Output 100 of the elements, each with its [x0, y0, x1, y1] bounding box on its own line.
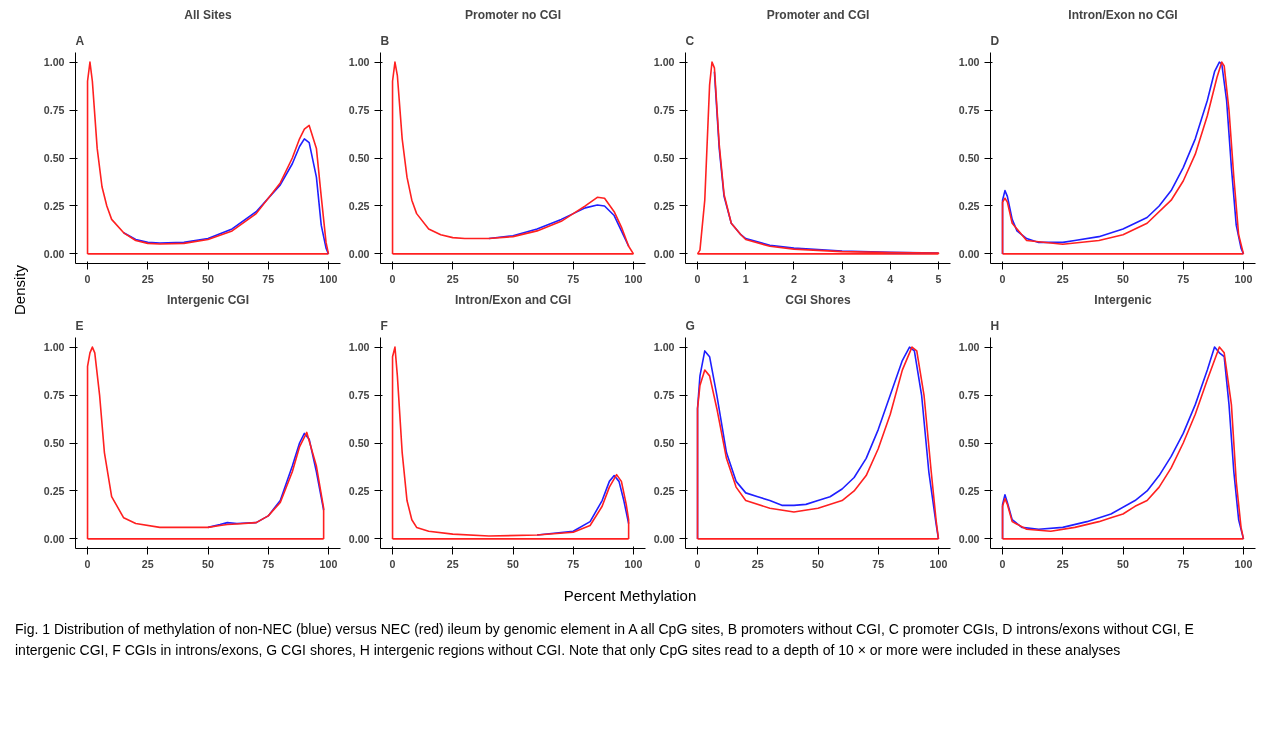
- chart-title: All Sites: [184, 7, 232, 22]
- chart-title: Promoter no CGI: [465, 7, 562, 22]
- x-tick-label: 0: [84, 272, 91, 285]
- x-tick-label: 0: [389, 272, 396, 285]
- x-tick-label: 0: [999, 272, 1006, 285]
- x-tick-label: 0: [694, 272, 701, 285]
- y-tick-label: 0.75: [348, 389, 370, 402]
- y-tick-label: 0.75: [653, 389, 675, 402]
- y-tick-label: 0.00: [653, 247, 675, 260]
- x-tick-label: 100: [1234, 557, 1253, 570]
- x-tick-label: 25: [751, 557, 764, 570]
- x-tick-label: 25: [141, 272, 154, 285]
- y-tick-label: 0.25: [653, 484, 675, 497]
- y-tick-label: 1.00: [653, 56, 675, 69]
- x-tick-label: 100: [624, 557, 643, 570]
- x-tick-label: 25: [446, 557, 459, 570]
- y-tick-label: 0.00: [958, 247, 980, 260]
- y-tick-label: 0.75: [958, 389, 980, 402]
- y-tick-label: 0.00: [348, 532, 370, 545]
- x-tick-label: 25: [1056, 557, 1069, 570]
- x-tick-label: 75: [567, 272, 580, 285]
- x-tick-label: 50: [1117, 557, 1129, 570]
- y-tick-label: 1.00: [653, 341, 675, 354]
- x-tick-label: 100: [319, 272, 338, 285]
- x-tick-label: 100: [624, 272, 643, 285]
- x-tick-label: 50: [202, 557, 214, 570]
- y-tick-label: 0.50: [43, 152, 65, 164]
- chart-title: Intergenic CGI: [166, 292, 250, 307]
- x-tick-label: 75: [262, 557, 275, 570]
- x-tick-label: 25: [141, 557, 154, 570]
- x-tick-label: 3: [839, 272, 846, 285]
- y-tick-label: 0.25: [958, 484, 980, 497]
- y-tick-label: 0.00: [43, 247, 65, 260]
- y-tick-label: 0.25: [43, 484, 65, 497]
- x-tick-label: 5: [935, 272, 942, 285]
- y-tick-label: 0.25: [348, 199, 370, 212]
- chart-subtitle: B: [380, 33, 390, 48]
- chart-subtitle: F: [380, 318, 388, 333]
- y-tick-label: 1.00: [348, 341, 370, 354]
- x-tick-label: 25: [1056, 272, 1069, 285]
- chart-subtitle: H: [990, 318, 1000, 333]
- chart-subtitle: C: [685, 33, 695, 48]
- x-tick-label: 100: [929, 557, 948, 570]
- y-tick-label: 0.50: [348, 437, 370, 449]
- chart-title: Intron/Exon no CGI: [1068, 7, 1178, 22]
- y-tick-label: 0.50: [348, 152, 370, 164]
- x-tick-label: 0: [389, 557, 396, 570]
- chart-subtitle: A: [75, 33, 85, 48]
- y-tick-label: 0.25: [43, 199, 65, 212]
- x-tick-label: 0: [999, 557, 1006, 570]
- x-tick-label: 50: [202, 272, 214, 285]
- text: Density: [10, 264, 30, 316]
- x-tick-label: 25: [446, 272, 459, 285]
- chart-title: Intergenic: [1094, 292, 1152, 307]
- x-tick-label: 1: [742, 272, 749, 285]
- x-tick-label: 50: [812, 557, 824, 570]
- x-tick-label: 2: [790, 272, 797, 285]
- x-tick-label: 4: [887, 272, 894, 285]
- x-tick-label: 50: [507, 272, 519, 285]
- y-tick-label: 0.00: [653, 532, 675, 545]
- y-tick-label: 0.50: [958, 437, 980, 449]
- x-tick-label: 75: [872, 557, 885, 570]
- x-tick-label: 0: [84, 557, 91, 570]
- y-tick-label: 0.50: [958, 152, 980, 164]
- y-tick-label: 1.00: [43, 56, 65, 69]
- y-tick-label: 0.25: [653, 199, 675, 212]
- x-tick-label: 0: [694, 557, 701, 570]
- y-tick-label: 0.00: [43, 532, 65, 545]
- y-tick-label: 0.25: [348, 484, 370, 497]
- chart-title: Promoter and CGI: [766, 7, 870, 22]
- chart-subtitle: D: [990, 33, 1000, 48]
- y-tick-label: 0.50: [43, 437, 65, 449]
- y-tick-label: 0.25: [958, 199, 980, 212]
- y-tick-label: 1.00: [43, 341, 65, 354]
- chart-title: CGI Shores: [785, 292, 851, 307]
- chart-subtitle: G: [685, 318, 695, 333]
- chart-subtitle: E: [75, 318, 84, 333]
- text: Percent Methylation: [563, 586, 697, 606]
- caption: Fig. 1 Distribution of methylation of non-NEC (blue) versus NEC (red) ileum by genomic element in A all CpG sites, B promoters without CGI, C promoter CGIs, D introns/exons without CGI, E intergenic CGI, F CGIs in introns/exons, G CGI shores, H intergenic regions without CGI. Note that only CpG sites read to a depth of 10 × or more were included in these analyses: [15, 620, 1195, 660]
- x-tick-label: 100: [319, 557, 338, 570]
- y-tick-label: 0.50: [653, 152, 675, 164]
- x-tick-label: 75: [262, 272, 275, 285]
- y-tick-label: 1.00: [958, 341, 980, 354]
- x-tick-label: 75: [1177, 557, 1190, 570]
- y-tick-label: 1.00: [348, 56, 370, 69]
- y-tick-label: 0.50: [653, 437, 675, 449]
- y-tick-label: 0.75: [43, 104, 65, 117]
- chart-title: Intron/Exon and CGI: [455, 292, 571, 307]
- x-tick-label: 100: [1234, 272, 1253, 285]
- y-tick-label: 0.75: [653, 104, 675, 117]
- y-tick-label: 1.00: [958, 56, 980, 69]
- y-tick-label: 0.75: [958, 104, 980, 117]
- x-tick-label: 50: [1117, 272, 1129, 285]
- y-tick-label: 0.00: [348, 247, 370, 260]
- x-tick-label: 75: [567, 557, 580, 570]
- x-tick-label: 50: [507, 557, 519, 570]
- y-tick-label: 0.75: [43, 389, 65, 402]
- x-tick-label: 75: [1177, 272, 1190, 285]
- y-tick-label: 0.00: [958, 532, 980, 545]
- y-tick-label: 0.75: [348, 104, 370, 117]
